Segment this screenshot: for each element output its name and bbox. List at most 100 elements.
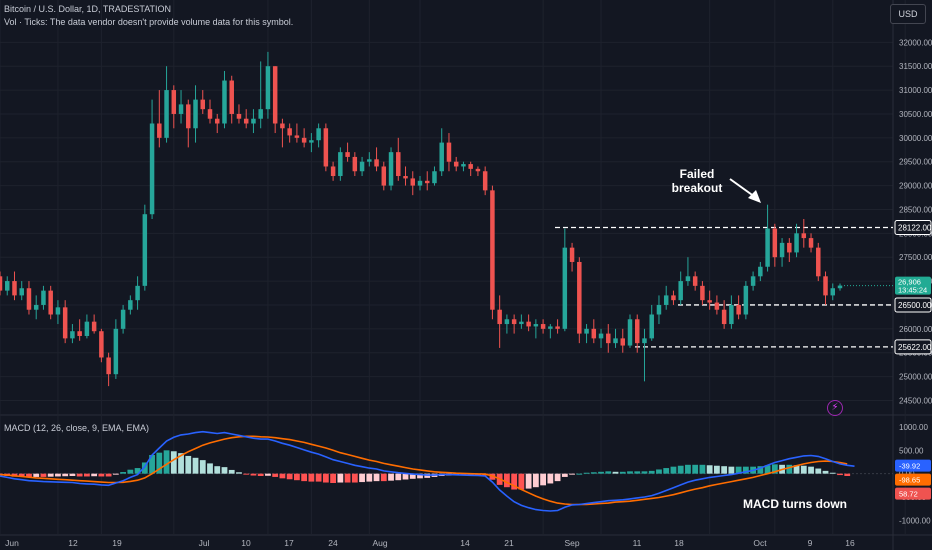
macd-histogram-bar [417, 473, 423, 479]
candle [62, 300, 68, 344]
macd-histogram-bar [808, 466, 814, 474]
macd-histogram-bar [612, 471, 619, 474]
candle-body [403, 176, 408, 179]
candle [663, 285, 669, 310]
candle [120, 304, 126, 334]
lightning-bolt-icon[interactable]: ⚡ [827, 400, 843, 416]
candle-body [837, 285, 843, 289]
macd-histogram-bar [366, 473, 373, 482]
candle [345, 142, 350, 162]
macd-histogram-bar [257, 473, 264, 476]
candle [272, 66, 278, 134]
candle-body [207, 109, 213, 119]
macd-title[interactable]: MACD (12, 26, close, 9, EMA, EMA) [4, 423, 150, 433]
candle [171, 85, 177, 129]
macd-histogram-bar [221, 467, 228, 474]
price-line-badge-label: 25622.00 [898, 343, 932, 352]
candle [84, 314, 90, 339]
candle-body [214, 118, 220, 124]
candle-body [569, 247, 575, 262]
candle-body [388, 152, 394, 186]
candle [721, 300, 727, 329]
candle [548, 324, 553, 339]
candle-body [120, 309, 126, 329]
candle-body [128, 300, 133, 310]
candle [338, 147, 343, 181]
candle-body [453, 161, 459, 167]
candle-body [135, 285, 140, 301]
candle [613, 328, 618, 348]
candle-body [772, 228, 778, 258]
candle [511, 314, 517, 334]
candle [497, 295, 502, 348]
currency-button[interactable]: USD [890, 4, 926, 24]
candle-body [627, 319, 633, 346]
price-tick-label: 29500.00 [899, 158, 932, 167]
macd-histogram-bar [98, 473, 105, 477]
candle [236, 104, 242, 124]
price-tick-label: 26000.00 [899, 325, 932, 334]
candle [620, 328, 626, 353]
candle-body [374, 159, 379, 167]
candle-body [562, 247, 568, 329]
candle-body [497, 309, 502, 325]
candle-body [200, 99, 206, 110]
macd-histogram-bar [91, 473, 98, 477]
time-tick-label: 9 [808, 538, 813, 548]
macd-histogram-bar [127, 469, 134, 474]
candle-body [555, 326, 560, 329]
candle [772, 223, 778, 267]
macd-histogram-bar [373, 473, 380, 482]
macd-histogram-bar [134, 468, 141, 474]
candle-body [533, 324, 539, 327]
macd-histogram-bar [511, 473, 518, 490]
candle [294, 123, 300, 143]
candle-body [113, 328, 119, 375]
macd-histogram-bar [337, 473, 344, 483]
candle [671, 290, 676, 305]
candle-body [584, 328, 589, 334]
candle-body [816, 247, 821, 277]
candle [765, 204, 770, 272]
macd-histogram-bar [518, 473, 525, 490]
price-tick-label: 28500.00 [899, 205, 932, 214]
macd-histogram-bar [793, 465, 800, 474]
candle [55, 300, 61, 325]
candle-body [721, 309, 727, 325]
macd-histogram-bar [359, 473, 365, 483]
candle [352, 152, 358, 177]
macd-histogram-bar [648, 470, 655, 474]
macd-histogram-bar [619, 471, 626, 474]
macd-histogram-bar [294, 473, 300, 481]
macd-histogram-bar [699, 464, 706, 474]
candle [707, 290, 712, 310]
price-axis[interactable]: 32000.00 31500.00 31000.00 30500.00 30000.00… [844, 38, 932, 525]
candle-body [461, 164, 466, 167]
candle-body [84, 321, 90, 336]
candle-body [432, 171, 437, 184]
candle [453, 156, 459, 172]
candle [91, 314, 97, 334]
candle [113, 319, 119, 379]
macd-histogram-bar [395, 473, 402, 481]
time-tick-label: 18 [674, 538, 684, 548]
macd-histogram-bar [641, 471, 648, 474]
macd-histogram-bar [554, 473, 561, 482]
candle [287, 123, 292, 143]
candle [461, 161, 466, 172]
candle [178, 90, 184, 124]
candle-body [526, 321, 531, 327]
macd-histogram-bar [265, 473, 271, 476]
candle [634, 314, 640, 353]
time-tick-label: Jun [5, 538, 19, 548]
macd-pane [0, 430, 893, 512]
candle [606, 324, 611, 353]
candle-body [338, 152, 343, 177]
candle [692, 271, 698, 291]
time-axis[interactable]: Jun 12 19 Jul 10 17 24 Aug 14 21 Sep 11 18 Oct 9 16 [5, 538, 855, 548]
candle-body [700, 285, 705, 301]
candle-body [193, 99, 198, 129]
